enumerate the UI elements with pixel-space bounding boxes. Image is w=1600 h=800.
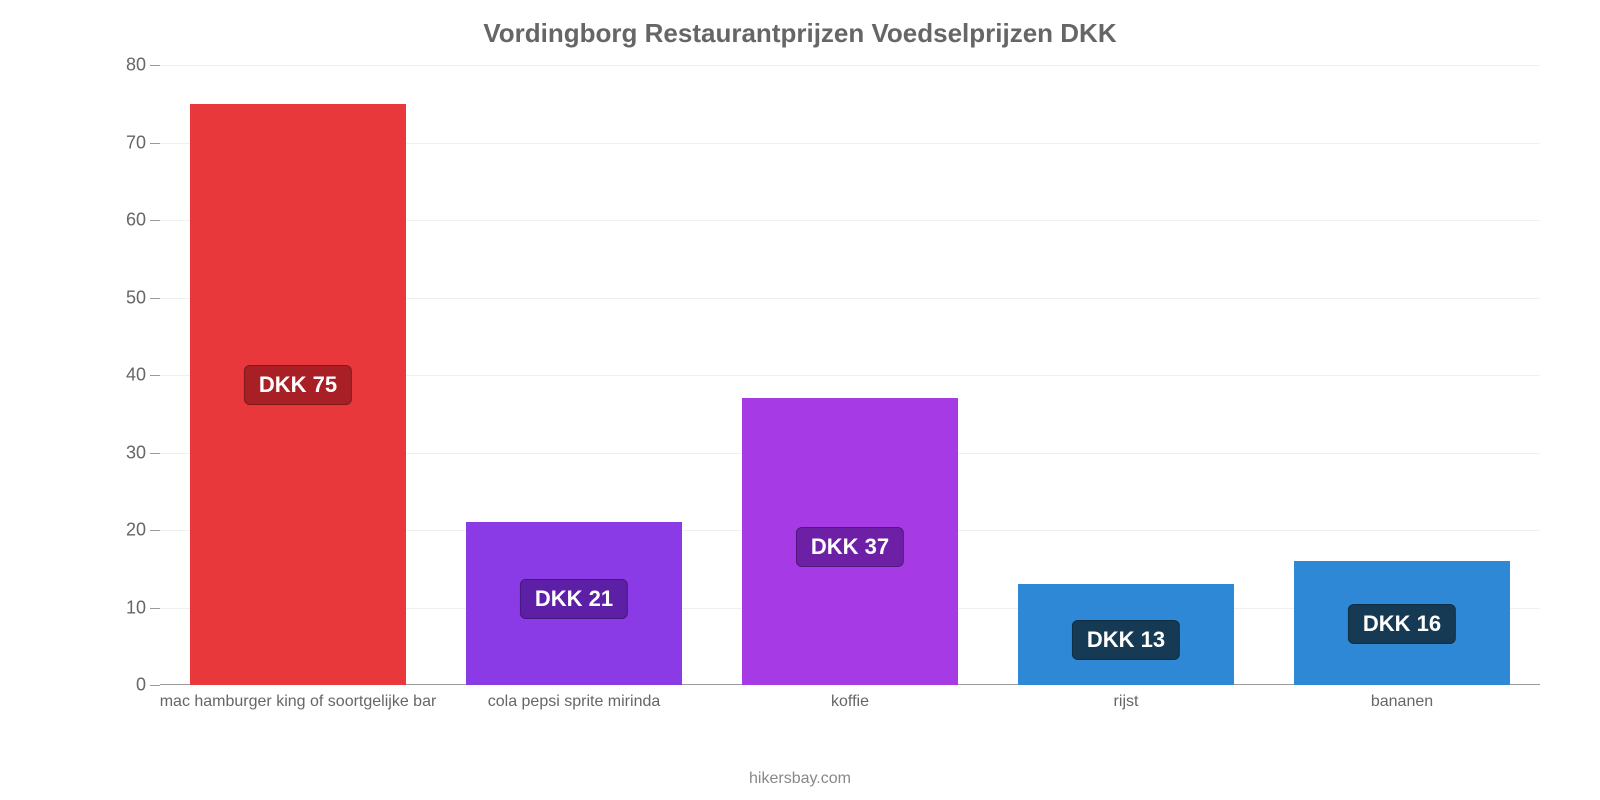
y-axis-tick — [150, 685, 160, 686]
x-axis-category-label: cola pepsi sprite mirinda — [488, 693, 661, 711]
y-axis-tick — [150, 608, 160, 609]
y-axis-tick — [150, 298, 160, 299]
y-axis-tick-label: 70 — [126, 132, 146, 153]
y-axis-tick-label: 50 — [126, 287, 146, 308]
y-axis-tick-label: 30 — [126, 442, 146, 463]
y-axis-tick-label: 40 — [126, 365, 146, 386]
plot-area: 01020304050607080DKK 75mac hamburger kin… — [160, 65, 1540, 685]
y-axis-tick — [150, 143, 160, 144]
bar-value-badge: DKK 37 — [796, 527, 904, 567]
x-axis-category-label: koffie — [831, 693, 869, 711]
chart-credit: hikersbay.com — [0, 770, 1600, 788]
bar-value-badge: DKK 21 — [520, 579, 628, 619]
x-axis-category-label: mac hamburger king of soortgelijke bar — [160, 693, 437, 711]
y-axis-tick-label: 60 — [126, 210, 146, 231]
y-axis-tick-label: 10 — [126, 597, 146, 618]
y-axis-tick-label: 80 — [126, 55, 146, 76]
chart-title: Vordingborg Restaurantprijzen Voedselpri… — [0, 18, 1600, 49]
y-axis-tick — [150, 530, 160, 531]
y-axis-tick — [150, 453, 160, 454]
y-axis-tick-label: 20 — [126, 520, 146, 541]
x-axis-category-label: bananen — [1371, 693, 1433, 711]
y-axis-tick — [150, 375, 160, 376]
y-axis-tick — [150, 65, 160, 66]
x-axis-category-label: rijst — [1114, 693, 1139, 711]
y-axis-tick — [150, 220, 160, 221]
bar-value-badge: DKK 13 — [1072, 620, 1180, 660]
y-axis-tick-label: 0 — [136, 675, 146, 696]
grid-line — [160, 65, 1540, 66]
bar-value-badge: DKK 16 — [1348, 604, 1456, 644]
price-bar-chart: Vordingborg Restaurantprijzen Voedselpri… — [0, 0, 1600, 800]
bar-value-badge: DKK 75 — [244, 365, 352, 405]
